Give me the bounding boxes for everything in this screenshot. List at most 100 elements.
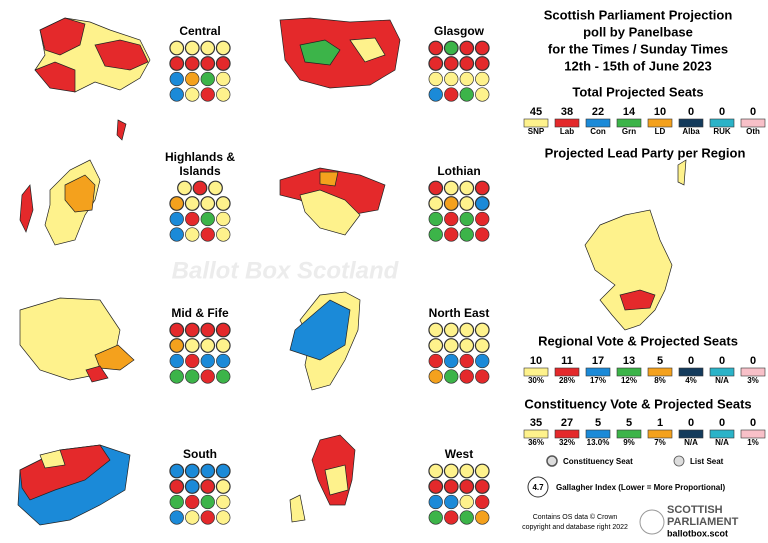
party-name: Grn xyxy=(622,127,636,136)
party-swatch xyxy=(616,429,642,439)
map-lothian xyxy=(279,167,386,216)
seat-count: 0 xyxy=(688,355,694,367)
seat xyxy=(184,338,200,353)
seat xyxy=(185,369,200,384)
seat xyxy=(428,322,444,338)
region-maps xyxy=(17,17,687,526)
region-name: South xyxy=(183,447,217,461)
seat xyxy=(459,369,474,384)
section-title: Total Projected Seats xyxy=(572,84,703,99)
vote-share: 17% xyxy=(590,376,606,385)
seat xyxy=(474,479,490,494)
seat xyxy=(185,211,200,227)
seat xyxy=(459,338,475,353)
seat xyxy=(459,510,474,525)
seat xyxy=(200,369,215,384)
seat xyxy=(169,40,185,56)
seat-count: 11 xyxy=(561,355,573,367)
vote-share: N/A xyxy=(684,438,698,447)
seat xyxy=(200,353,215,369)
seat xyxy=(185,494,200,510)
seat-count: 0 xyxy=(750,417,756,429)
seat xyxy=(474,56,490,71)
party-swatch xyxy=(616,118,642,128)
vote-share: 36% xyxy=(528,438,544,447)
seat xyxy=(475,87,490,102)
region-name: Islands xyxy=(179,164,221,178)
seat xyxy=(475,353,490,369)
seat xyxy=(200,479,216,494)
seat xyxy=(444,369,459,384)
title-line: Scottish Parliament Projection xyxy=(544,7,733,22)
vote-share: N/A xyxy=(715,438,729,447)
seat xyxy=(459,227,474,242)
seat xyxy=(169,71,184,87)
seat xyxy=(444,211,459,227)
seat xyxy=(200,463,216,479)
seat xyxy=(459,211,474,227)
seat-count: 45 xyxy=(530,106,542,118)
party-name: LD xyxy=(655,127,666,136)
seat xyxy=(428,87,443,102)
party-swatch xyxy=(709,118,735,128)
seat xyxy=(443,463,459,479)
seat xyxy=(215,463,231,479)
seat xyxy=(428,463,444,479)
map-mid-fife-area xyxy=(94,344,135,371)
title-line: 12th - 15th of June 2023 xyxy=(564,58,711,73)
seat xyxy=(169,369,184,384)
seat xyxy=(475,71,490,87)
seat xyxy=(428,56,444,71)
seat xyxy=(200,211,215,227)
seat xyxy=(215,322,231,338)
seat-count: 0 xyxy=(688,417,694,429)
seat xyxy=(216,211,231,227)
seat xyxy=(459,479,475,494)
seat-count: 13 xyxy=(623,355,635,367)
seat xyxy=(444,510,459,525)
seat xyxy=(169,56,185,71)
legend-label: Constituency Seat xyxy=(563,457,633,466)
party-swatch xyxy=(554,367,580,377)
seat xyxy=(474,180,490,196)
seat xyxy=(459,463,475,479)
credit: copyright and database right 2022 xyxy=(522,524,628,531)
seat xyxy=(443,40,459,56)
vote-share: 30% xyxy=(528,376,544,385)
gallagher-value: 4.7 xyxy=(532,483,544,492)
seat xyxy=(169,494,184,510)
seat xyxy=(459,87,474,102)
map-central-area xyxy=(94,39,149,71)
seat xyxy=(443,338,459,353)
vote-share: 28% xyxy=(559,376,575,385)
region-name: Lothian xyxy=(437,164,480,178)
seat-count: 10 xyxy=(654,106,666,118)
map-north-east-area xyxy=(289,299,351,361)
map-highlands-area xyxy=(19,184,34,233)
seat xyxy=(459,353,474,369)
party-swatch xyxy=(523,118,549,128)
seat-count: 5 xyxy=(657,355,663,367)
seat xyxy=(444,87,459,102)
seat xyxy=(215,479,231,494)
seat xyxy=(428,353,443,369)
seat xyxy=(200,196,216,211)
seat xyxy=(428,479,444,494)
party-swatch xyxy=(647,118,673,128)
map-glasgow xyxy=(279,17,401,89)
seat xyxy=(200,510,215,525)
seat xyxy=(475,369,490,384)
vote-share: N/A xyxy=(715,376,729,385)
seat xyxy=(200,40,216,56)
seat-count: 38 xyxy=(561,106,573,118)
party-swatch xyxy=(585,118,611,128)
seat xyxy=(444,227,459,242)
seat xyxy=(185,227,200,242)
map-highlands-area xyxy=(116,119,127,141)
seat-count: 35 xyxy=(530,417,542,429)
seat xyxy=(475,494,490,510)
logo-mark xyxy=(639,509,665,535)
section-title: Projected Lead Party per Region xyxy=(545,145,746,160)
seat xyxy=(177,180,192,196)
seat xyxy=(184,40,200,56)
